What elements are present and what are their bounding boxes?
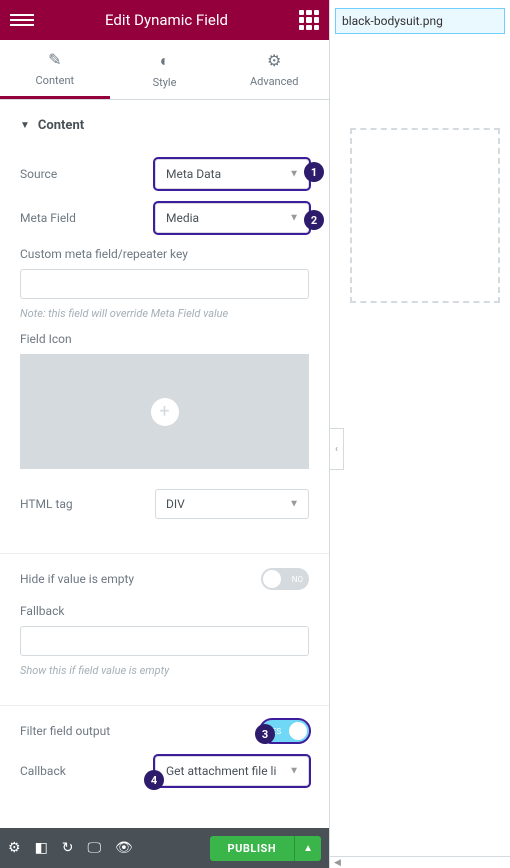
visibility-section: Hide if value is empty NO Fallback Show … — [0, 568, 329, 706]
html-tag-select[interactable]: DIV — [155, 489, 309, 519]
settings-panel: ▼ Content Source Meta Data ▼ Meta Field — [0, 100, 329, 828]
annotation-2: 2 — [304, 210, 324, 230]
source-label: Source — [20, 167, 155, 181]
preview-area — [330, 0, 510, 868]
tab-content[interactable]: ✎ Content — [0, 40, 110, 99]
content-section: Source Meta Data ▼ Meta Field Media — [0, 159, 329, 554]
contrast-icon: ◐ — [160, 51, 170, 71]
meta-field-select[interactable]: Media — [155, 203, 309, 233]
caret-down-icon: ▼ — [20, 120, 30, 131]
section-toggle-content[interactable]: ▼ Content — [0, 100, 329, 145]
settings-icon[interactable]: ⚙ — [8, 840, 21, 856]
annotation-3: 3 — [255, 724, 275, 744]
scroll-left-icon: ◀ — [334, 858, 341, 868]
editor-tabs: ✎ Content ◐ Style ⚙ Advanced — [0, 40, 329, 100]
navigator-icon[interactable]: ◧ — [35, 840, 48, 856]
plus-icon: + — [151, 398, 179, 426]
sidebar-collapse-handle[interactable]: ‹ — [330, 428, 344, 470]
gear-icon: ⚙ — [267, 51, 281, 70]
filter-output-label: Filter field output — [20, 724, 261, 738]
section-title: Content — [38, 118, 84, 133]
publish-options-button[interactable]: ▲ — [294, 836, 321, 861]
annotation-1: 1 — [304, 162, 324, 182]
custom-key-label: Custom meta field/repeater key — [20, 247, 309, 261]
preview-icon[interactable]: 👁 — [115, 840, 133, 856]
custom-key-hint: Note: this field will override Meta Fiel… — [20, 307, 309, 320]
publish-button[interactable]: PUBLISH — [210, 836, 295, 861]
tab-style[interactable]: ◐ Style — [110, 40, 220, 99]
tab-label: Content — [36, 74, 75, 87]
filter-section: Filter field output YES Callback Get att… — [0, 720, 329, 820]
field-icon-picker[interactable]: + — [20, 354, 309, 469]
header-title: Edit Dynamic Field — [105, 11, 228, 29]
filename-input[interactable] — [335, 8, 505, 34]
tab-advanced[interactable]: ⚙ Advanced — [219, 40, 329, 99]
meta-field-label: Meta Field — [20, 211, 155, 225]
sidebar-header: Edit Dynamic Field — [0, 0, 329, 40]
html-tag-label: HTML tag — [20, 497, 155, 511]
tab-label: Advanced — [250, 75, 298, 88]
editor-sidebar: Edit Dynamic Field ✎ Content ◐ Style ⚙ A… — [0, 0, 330, 868]
fallback-input[interactable] — [20, 626, 309, 656]
drop-zone[interactable] — [350, 128, 500, 303]
horizontal-scrollbar[interactable]: ◀ — [330, 856, 510, 868]
hide-empty-toggle[interactable]: NO — [261, 568, 309, 590]
editor-footer: ⚙ ◧ ↻ 🖵 👁 PUBLISH ▲ — [0, 828, 329, 868]
responsive-icon[interactable]: 🖵 — [88, 840, 102, 856]
hide-empty-label: Hide if value is empty — [20, 572, 261, 586]
history-icon[interactable]: ↻ — [62, 840, 74, 856]
custom-key-input[interactable] — [20, 269, 309, 299]
annotation-4: 4 — [144, 770, 164, 790]
menu-button[interactable] — [10, 14, 34, 26]
callback-select[interactable]: Get attachment file li — [155, 756, 309, 786]
source-select[interactable]: Meta Data — [155, 159, 309, 189]
tab-label: Style — [153, 76, 177, 89]
field-icon-label: Field Icon — [20, 332, 309, 346]
callback-label: Callback — [20, 764, 155, 778]
widgets-grid-button[interactable] — [299, 10, 319, 30]
fallback-label: Fallback — [20, 604, 309, 618]
pencil-icon: ✎ — [48, 50, 61, 69]
fallback-hint: Show this if field value is empty — [20, 664, 309, 677]
